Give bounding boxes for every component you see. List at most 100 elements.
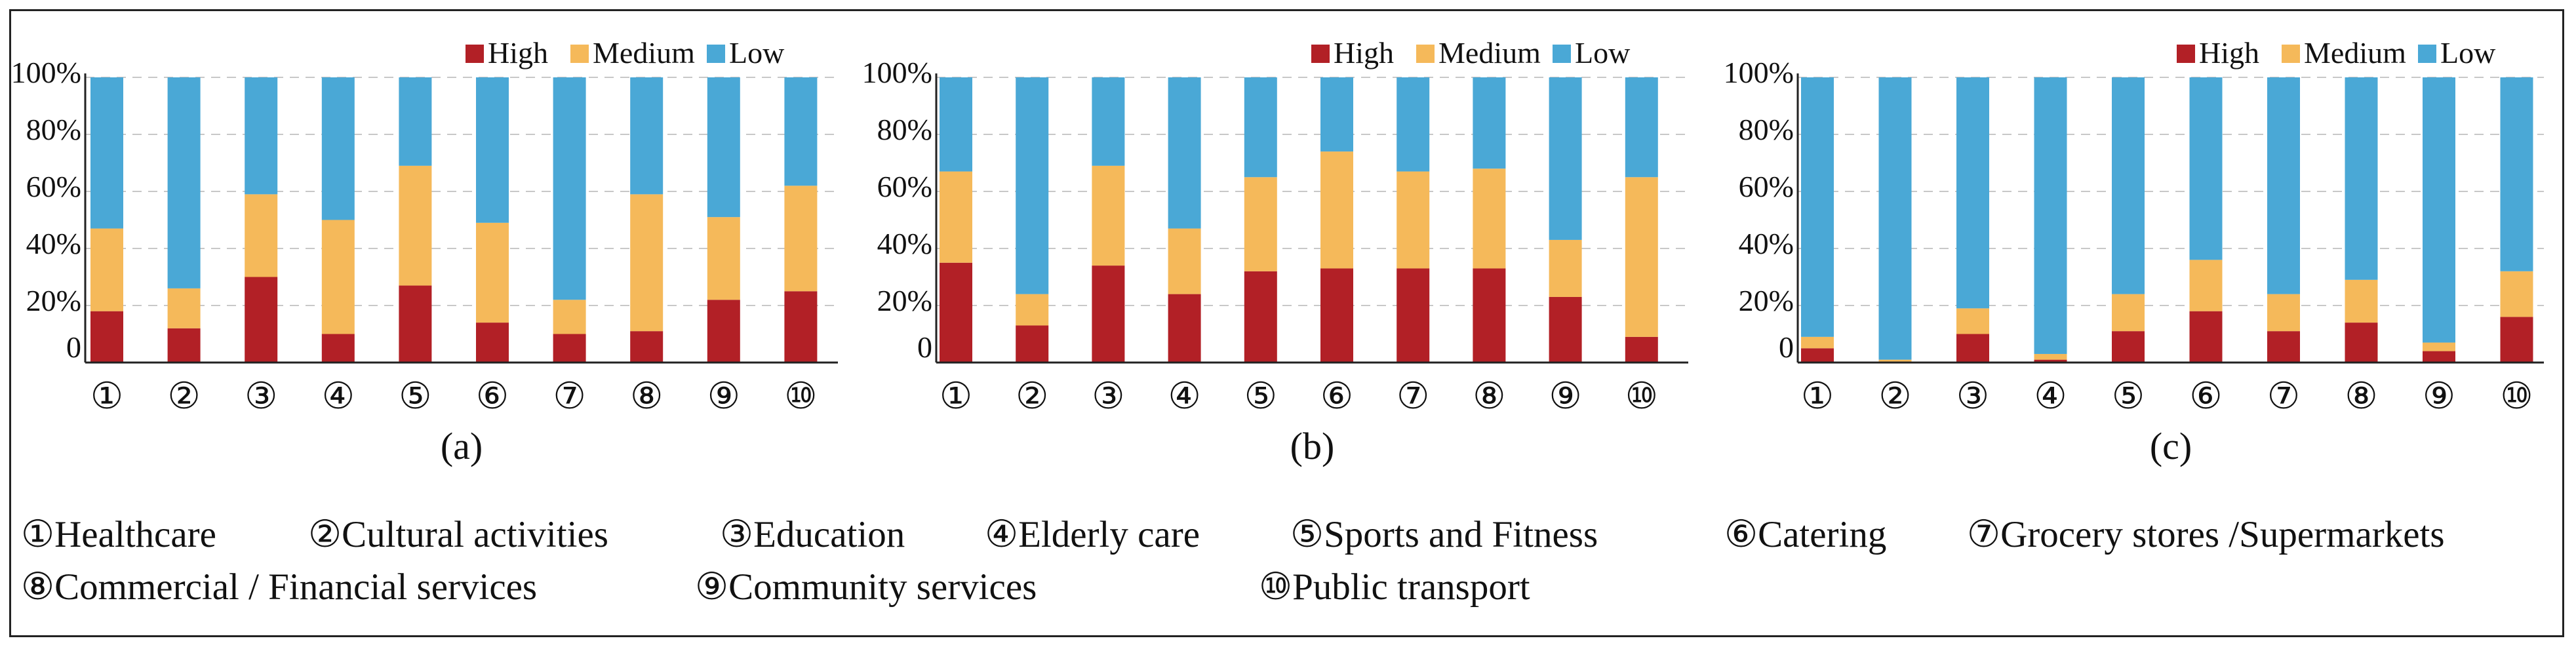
x-tick-label: ⑨ [707, 376, 740, 417]
bar-medium [1625, 177, 1658, 337]
category-legend-item-8: ⑧Commercial / Financial services [21, 566, 538, 608]
legend-label-low: Low [729, 36, 785, 69]
x-tick-label: ⑧ [2345, 376, 2377, 417]
y-tick-label: 40% [26, 227, 81, 260]
bar-low [630, 77, 664, 195]
bar-medium [784, 186, 818, 292]
bar-low [2112, 77, 2145, 294]
bar-low [476, 77, 509, 223]
x-tick-label: ⑥ [1320, 376, 1353, 417]
bar-high [1397, 268, 1430, 363]
bar-low [2034, 77, 2067, 354]
y-tick-label: 40% [877, 227, 932, 260]
y-tick-label: 60% [877, 170, 932, 203]
bar-medium [167, 288, 201, 328]
y-tick-label: 20% [1739, 284, 1794, 317]
bar-medium [2112, 294, 2145, 332]
category-legend-item-4: ④Elderly care [985, 514, 1200, 555]
chart-panel-3: 0 20% 40% 60% 80% 100% ① ② ③ ④ ⑤ ⑥ ⑦ ⑧ ⑨ ⑩ High Medium Low… [1724, 36, 2544, 467]
x-tick-label: ⑦ [1397, 376, 1429, 417]
legend-swatch-low [1553, 45, 1571, 63]
x-tick-label: ⑩ [1625, 376, 1658, 417]
bar-high [2112, 331, 2145, 363]
x-tick-label: ⑤ [2112, 376, 2145, 417]
y-tick-label: 100% [11, 56, 81, 89]
y-tick-label: 0 [917, 330, 932, 364]
bar-low [399, 77, 432, 166]
bar-medium [2189, 260, 2223, 311]
bar-low [2423, 77, 2455, 343]
bar-low [1244, 77, 1277, 178]
bar-medium [553, 300, 586, 334]
x-tick-label: ⑨ [2423, 376, 2455, 417]
category-legend-item-6: ⑥Catering [1724, 514, 1887, 555]
panel-label: (b) [1290, 425, 1335, 467]
legend-swatch-medium [2282, 45, 2300, 63]
bar-low [167, 77, 201, 288]
bar-medium [2345, 279, 2378, 323]
bar-medium [1168, 228, 1201, 294]
y-tick-label: 20% [877, 284, 932, 317]
bar-medium [321, 220, 355, 334]
x-tick-label: ② [1016, 376, 1048, 417]
bar-high [2189, 311, 2223, 363]
bar-low [1878, 77, 1912, 360]
x-tick-label: ⑦ [553, 376, 585, 417]
bar-high [2423, 351, 2455, 363]
x-tick-label: ② [167, 376, 200, 417]
legend-label-medium: Medium [593, 36, 695, 69]
panel-label: (a) [441, 425, 483, 467]
bar-high [1092, 266, 1125, 363]
legend-swatch-high [466, 45, 484, 63]
bar-high [1244, 271, 1277, 363]
x-tick-label: ⑨ [1549, 376, 1581, 417]
category-legend-item-10: ⑩Public transport [1259, 566, 1530, 608]
x-tick-label: ⑤ [399, 376, 431, 417]
bar-medium [1878, 359, 1912, 363]
y-tick-label: 100% [1724, 56, 1794, 89]
category-legend-item-2: ②Cultural activities [308, 514, 608, 555]
x-tick-label: ② [1878, 376, 1911, 417]
bar-high [167, 328, 201, 363]
category-legend-item-1: ①Healthcare [21, 514, 216, 555]
panel-label: (c) [2150, 425, 2192, 467]
bar-high [784, 291, 818, 363]
bar-low [1473, 77, 1506, 169]
y-tick-label: 80% [1739, 113, 1794, 146]
bar-high [2345, 323, 2378, 363]
bar-low [90, 77, 123, 229]
bar-low [2189, 77, 2223, 260]
x-tick-label: ⑦ [2267, 376, 2300, 417]
bar-high [321, 334, 355, 363]
x-tick-label: ① [1801, 376, 1834, 417]
bar-high [1956, 334, 1989, 363]
bar-medium [1801, 336, 1834, 349]
x-tick-label: ⑥ [2189, 376, 2222, 417]
bar-high [1549, 296, 1582, 363]
bar-high [1168, 294, 1201, 363]
figure-frame [9, 9, 2564, 637]
x-tick-label: ⑥ [476, 376, 509, 417]
bar-medium [1092, 165, 1125, 266]
category-legend-item-5: ⑤Sports and Fitness [1290, 514, 1598, 555]
bar-high [1625, 336, 1658, 363]
x-tick-label: ④ [2034, 376, 2067, 417]
bar-high [630, 331, 664, 363]
legend-swatch-low [2418, 45, 2436, 63]
y-tick-label: 80% [877, 113, 932, 146]
bar-low [1956, 77, 1989, 309]
legend-label-low: Low [1575, 36, 1631, 69]
bar-medium [1244, 177, 1277, 271]
bar-medium [399, 165, 432, 286]
chart-panel-2: 0 20% 40% 60% 80% 100% ① ② ③ ④ ⑤ ⑥ ⑦ ⑧ ⑨ ⑩ High Medium Low… [862, 36, 1688, 467]
x-tick-label: ③ [245, 376, 277, 417]
bar-low [940, 77, 972, 172]
x-tick-label: ⑩ [2500, 376, 2533, 417]
bar-medium [2500, 271, 2533, 317]
bar-high [399, 285, 432, 363]
bar-high [553, 334, 586, 363]
bar-high [90, 311, 123, 363]
legend-label-medium: Medium [1438, 36, 1541, 69]
bar-medium [1956, 308, 1989, 334]
